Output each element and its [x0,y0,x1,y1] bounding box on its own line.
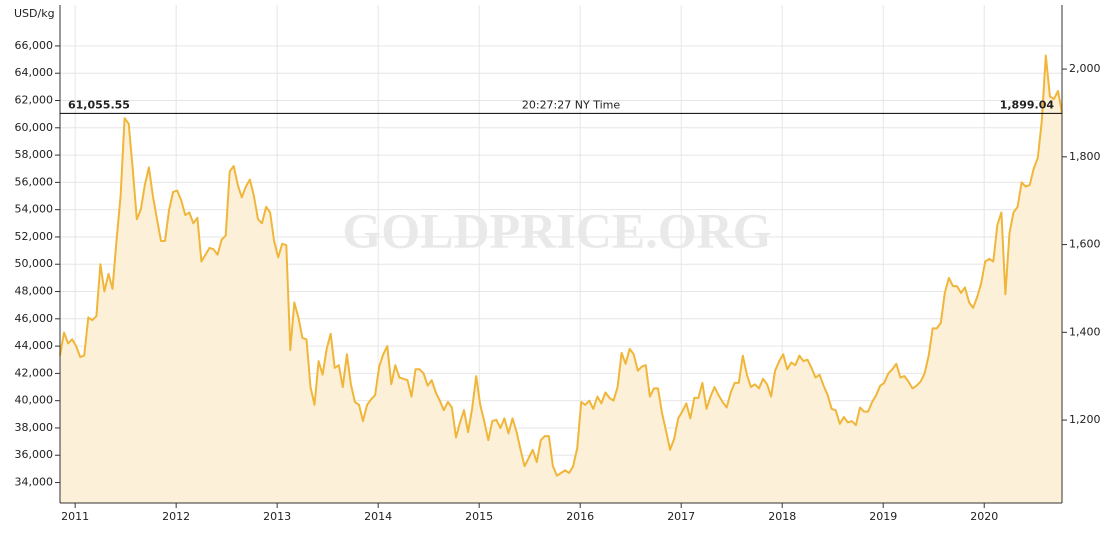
watermark: GOLDPRICE.ORG [342,202,771,258]
x-tick-label: 2017 [667,510,695,523]
crosshair-time: 20:27:27 NY Time [522,98,620,111]
x-tick-label: 2019 [869,510,897,523]
y2-tick-label: 1,600 [1069,238,1101,251]
x-tick-label: 2018 [768,510,796,523]
y-tick-label: 52,000 [15,230,54,243]
y-tick-label: 38,000 [15,421,54,434]
crosshair-value: 61,055.55 [68,98,130,111]
y-tick-label: 56,000 [15,175,54,188]
y-tick-label: 50,000 [15,257,54,270]
y-tick-label: 40,000 [15,394,54,407]
y-tick-label: 46,000 [15,312,54,325]
y-tick-label: 34,000 [15,476,54,489]
x-tick-label: 2014 [364,510,392,523]
y-axis-label: USD/kg [14,7,55,20]
x-tick-label: 2013 [263,510,291,523]
x-tick-label: 2012 [162,510,190,523]
y2-tick-label: 1,200 [1069,413,1101,426]
y2-tick-label: 1,800 [1069,150,1101,163]
y-tick-label: 58,000 [15,148,54,161]
x-tick-label: 2015 [465,510,493,523]
y-tick-label: 44,000 [15,339,54,352]
y-tick-label: 48,000 [15,285,54,298]
y-tick-label: 54,000 [15,203,54,216]
y-tick-label: 60,000 [15,121,54,134]
price-line [59,54,1063,477]
y-tick-label: 66,000 [15,39,54,52]
x-tick-label: 2016 [566,510,594,523]
y-tick-label: 62,000 [15,94,54,107]
x-tick-label: 2020 [970,510,998,523]
y2-tick-label: 2,000 [1069,62,1101,75]
y-tick-label: 36,000 [15,448,54,461]
y-tick-label: 42,000 [15,366,54,379]
area [60,55,1062,503]
y2-tick-label: 1,400 [1069,325,1101,338]
y-tick-label: 64,000 [15,66,54,79]
crosshair-value2: 1,899.04 [1000,98,1055,111]
x-tick-label: 2011 [61,510,89,523]
